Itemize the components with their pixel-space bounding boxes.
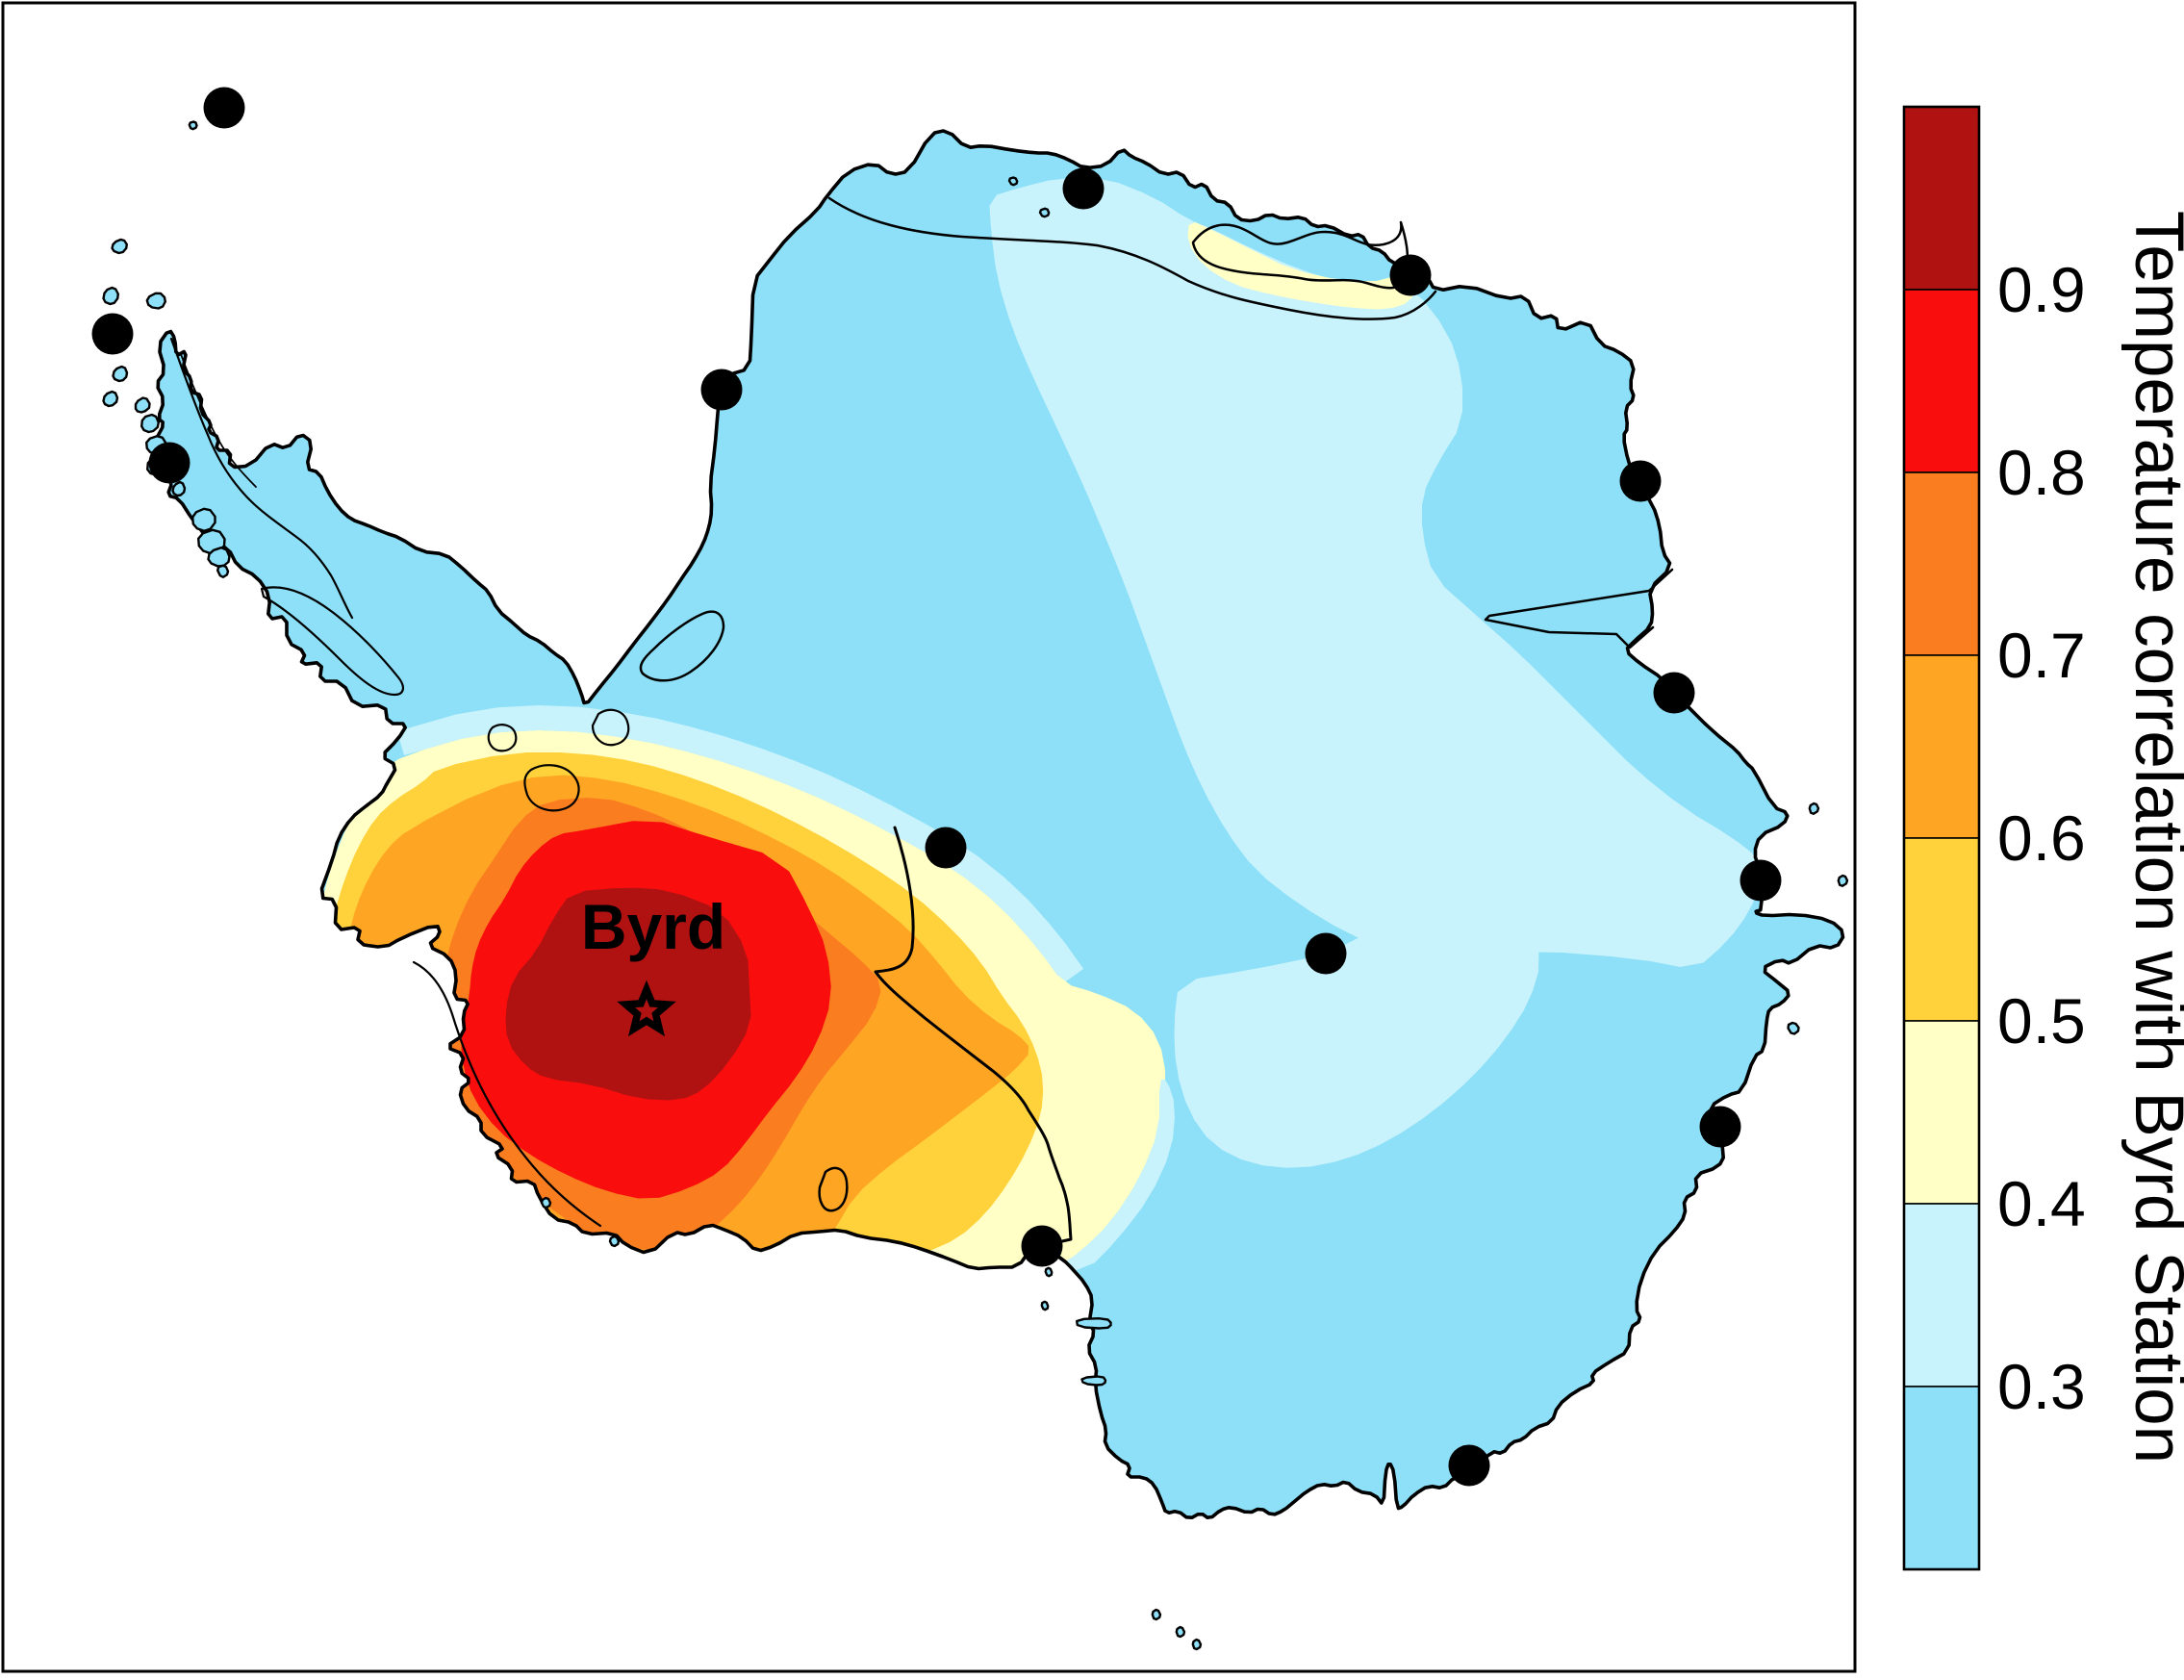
svg-text:0.4: 0.4: [1997, 1168, 2086, 1239]
svg-text:0.6: 0.6: [1997, 802, 2086, 874]
svg-text:0.5: 0.5: [1997, 985, 2086, 1056]
svg-text:0.8: 0.8: [1997, 437, 2086, 508]
svg-text:0.7: 0.7: [1997, 620, 2086, 691]
svg-text:0.9: 0.9: [1997, 254, 2086, 325]
svg-text:Byrd: Byrd: [581, 891, 725, 962]
svg-text:0.3: 0.3: [1997, 1351, 2086, 1422]
svg-text:Temperature correlation with B: Temperature correlation with Byrd Statio…: [2121, 211, 2184, 1464]
